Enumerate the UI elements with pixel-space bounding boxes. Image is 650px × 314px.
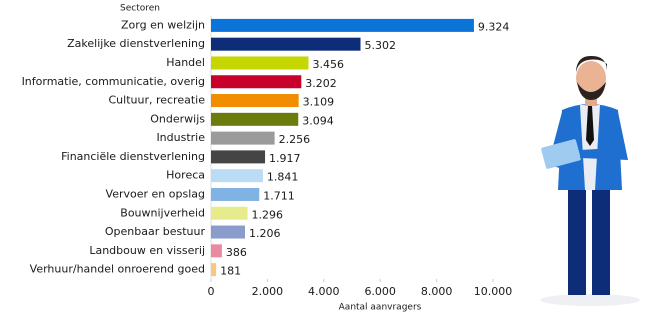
bar	[211, 38, 361, 51]
value-label: 1.296	[252, 208, 283, 221]
x-tick-label: 6.000	[364, 285, 396, 298]
bar	[211, 132, 275, 145]
value-label: 386	[226, 246, 247, 259]
y-tick-label: Onderwijs	[150, 112, 205, 125]
bar	[211, 244, 222, 257]
value-label: 3.202	[305, 77, 337, 90]
y-tick-label: Horeca	[166, 169, 205, 182]
y-tick-label: Financiële dienstverlening	[61, 150, 205, 163]
value-label: 1.841	[267, 171, 299, 184]
bar	[211, 150, 265, 163]
bar	[211, 94, 299, 107]
value-label: 1.711	[263, 189, 295, 202]
y-tick-label: Zakelijke dienstverlening	[67, 37, 205, 50]
x-tick-label: 4.000	[308, 285, 340, 298]
bar	[211, 226, 245, 239]
x-tick-label: 0	[208, 285, 215, 298]
bar	[211, 19, 474, 32]
y-tick-label: Verhuur/handel onroerend goed	[30, 263, 205, 276]
value-label: 5.302	[365, 39, 397, 52]
y-tick-label: Bouwnijverheid	[120, 206, 205, 219]
x-tick-label: 2.000	[252, 285, 284, 298]
value-label: 3.094	[302, 114, 334, 127]
value-label: 3.456	[312, 58, 344, 71]
y-tick-label: Industrie	[156, 131, 205, 144]
y-axis-title: Sectoren	[120, 4, 160, 14]
y-tick-label: Handel	[166, 56, 205, 69]
y-tick-label: Landbouw en visserij	[89, 244, 205, 257]
y-tick-label: Cultuur, recreatie	[108, 94, 205, 107]
bar	[211, 56, 308, 69]
bar	[211, 207, 248, 220]
y-tick-label: Openbaar bestuur	[105, 225, 206, 238]
x-tick-label: 8.000	[421, 285, 453, 298]
value-label: 2.256	[279, 133, 311, 146]
bar	[211, 75, 301, 88]
y-tick-label: Informatie, communicatie, overig	[22, 75, 205, 88]
chart: Sectoren Aantal aanvragers 0 2.000 4.000 6.…	[0, 0, 650, 314]
y-tick-label: Zorg en welzijn	[121, 18, 205, 31]
y-tick-label: Vervoer en opslag	[106, 187, 205, 200]
x-tick-label: 10.000	[474, 285, 513, 298]
value-label: 1.206	[249, 227, 281, 240]
value-label: 9.324	[478, 20, 510, 33]
bar	[211, 188, 259, 201]
value-label: 1.917	[269, 152, 301, 165]
illustration	[540, 56, 640, 306]
x-axis-title: Aantal aanvragers	[339, 303, 422, 313]
bar	[211, 113, 298, 126]
value-label: 3.109	[303, 96, 335, 109]
bar	[211, 169, 263, 182]
value-label: 181	[220, 265, 241, 278]
bar	[211, 263, 216, 276]
